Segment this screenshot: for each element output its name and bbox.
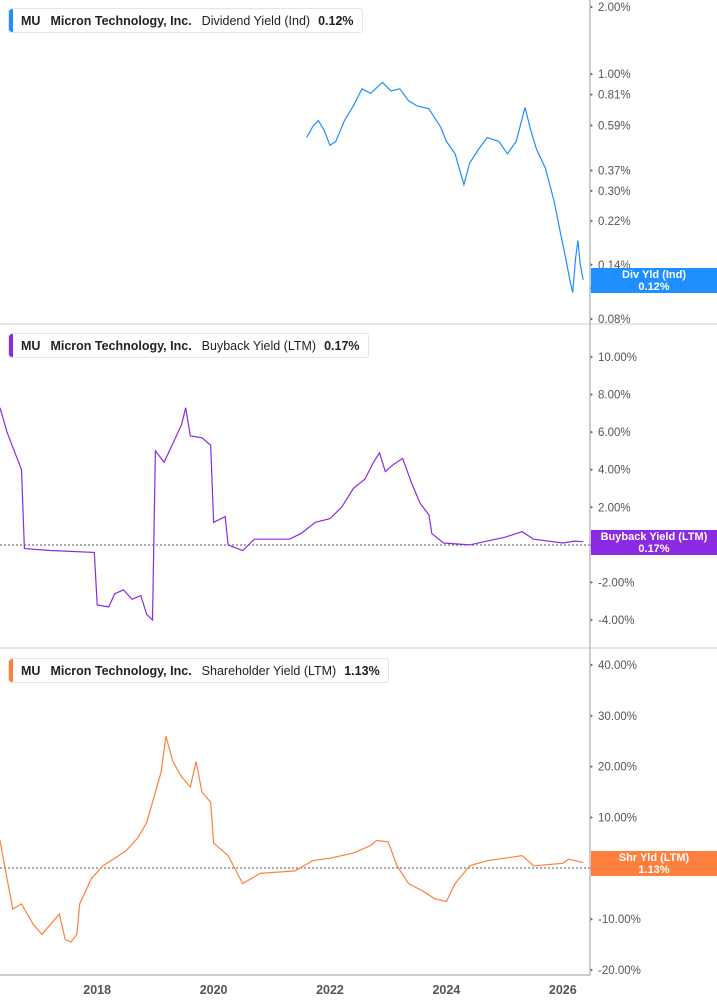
legend-metric: Dividend Yield (Ind) xyxy=(201,13,311,28)
y-tick-label: 0.30% xyxy=(598,186,631,198)
tag-value: 0.17% xyxy=(638,542,670,555)
legend-metric: Buyback Yield (LTM) xyxy=(201,338,317,353)
y-tick-label: 40.00% xyxy=(598,660,637,672)
series-line xyxy=(306,81,584,293)
x-tick-label: 2026 xyxy=(549,983,577,997)
last-value-tag: Shr Yld (LTM) 1.13% xyxy=(591,850,717,876)
y-tick-label: 20.00% xyxy=(598,762,637,774)
series-line xyxy=(0,407,584,622)
x-tick-label: 2020 xyxy=(200,983,228,997)
legend: MU Micron Technology, Inc. Shareholder Y… xyxy=(8,658,389,683)
y-tick-label: -4.00% xyxy=(598,615,634,627)
legend-metric: Shareholder Yield (LTM) xyxy=(201,663,337,678)
tag-title: Shr Yld (LTM) xyxy=(618,851,690,864)
legend-color-bar xyxy=(9,659,13,682)
tag-title: Buyback Yield (LTM) xyxy=(600,530,708,543)
legend-color-bar xyxy=(9,9,13,32)
last-value-tag: Div Yld (Ind) 0.12% xyxy=(591,267,717,293)
legend-value: 0.12% xyxy=(318,13,354,28)
legend-ticker: MU xyxy=(21,338,41,353)
tag-title: Div Yld (Ind) xyxy=(622,268,686,281)
y-tick-label: 8.00% xyxy=(598,390,631,402)
y-tick-label: 2.00% xyxy=(598,502,631,514)
y-tick-label: 2.00% xyxy=(598,2,631,14)
y-tick-label: 0.81% xyxy=(598,90,631,102)
legend-ticker: MU xyxy=(21,663,41,678)
tag-value: 1.13% xyxy=(638,863,670,876)
y-tick-label: 0.22% xyxy=(598,216,631,228)
series-line xyxy=(0,736,584,943)
legend-company: Micron Technology, Inc. xyxy=(50,13,192,28)
tag-value: 0.12% xyxy=(638,280,670,293)
y-tick-label: -20.00% xyxy=(598,965,641,977)
y-tick-label: 30.00% xyxy=(598,711,637,723)
legend-value: 1.13% xyxy=(344,663,380,678)
y-tick-label: 4.00% xyxy=(598,465,631,477)
y-tick-label: 0.08% xyxy=(598,314,631,326)
legend-company: Micron Technology, Inc. xyxy=(50,338,192,353)
legend: MU Micron Technology, Inc. Dividend Yiel… xyxy=(8,8,363,33)
x-tick-label: 2024 xyxy=(432,983,460,997)
y-tick-label: -10.00% xyxy=(598,914,641,926)
legend: MU Micron Technology, Inc. Buyback Yield… xyxy=(8,333,369,358)
y-tick-label: 10.00% xyxy=(598,352,637,364)
y-tick-label: 10.00% xyxy=(598,813,637,825)
legend-ticker: MU xyxy=(21,13,41,28)
legend-color-bar xyxy=(9,334,13,357)
y-tick-label: 0.59% xyxy=(598,120,631,132)
y-tick-label: 1.00% xyxy=(598,69,631,81)
y-tick-label: 6.00% xyxy=(598,427,631,439)
y-tick-label: 0.37% xyxy=(598,166,631,178)
legend-value: 0.17% xyxy=(324,338,360,353)
legend-company: Micron Technology, Inc. xyxy=(50,663,192,678)
y-tick-label: -2.00% xyxy=(598,577,634,589)
last-value-tag: Buyback Yield (LTM) 0.17% xyxy=(591,529,717,555)
x-tick-label: 2018 xyxy=(83,983,111,997)
x-tick-label: 2022 xyxy=(316,983,344,997)
